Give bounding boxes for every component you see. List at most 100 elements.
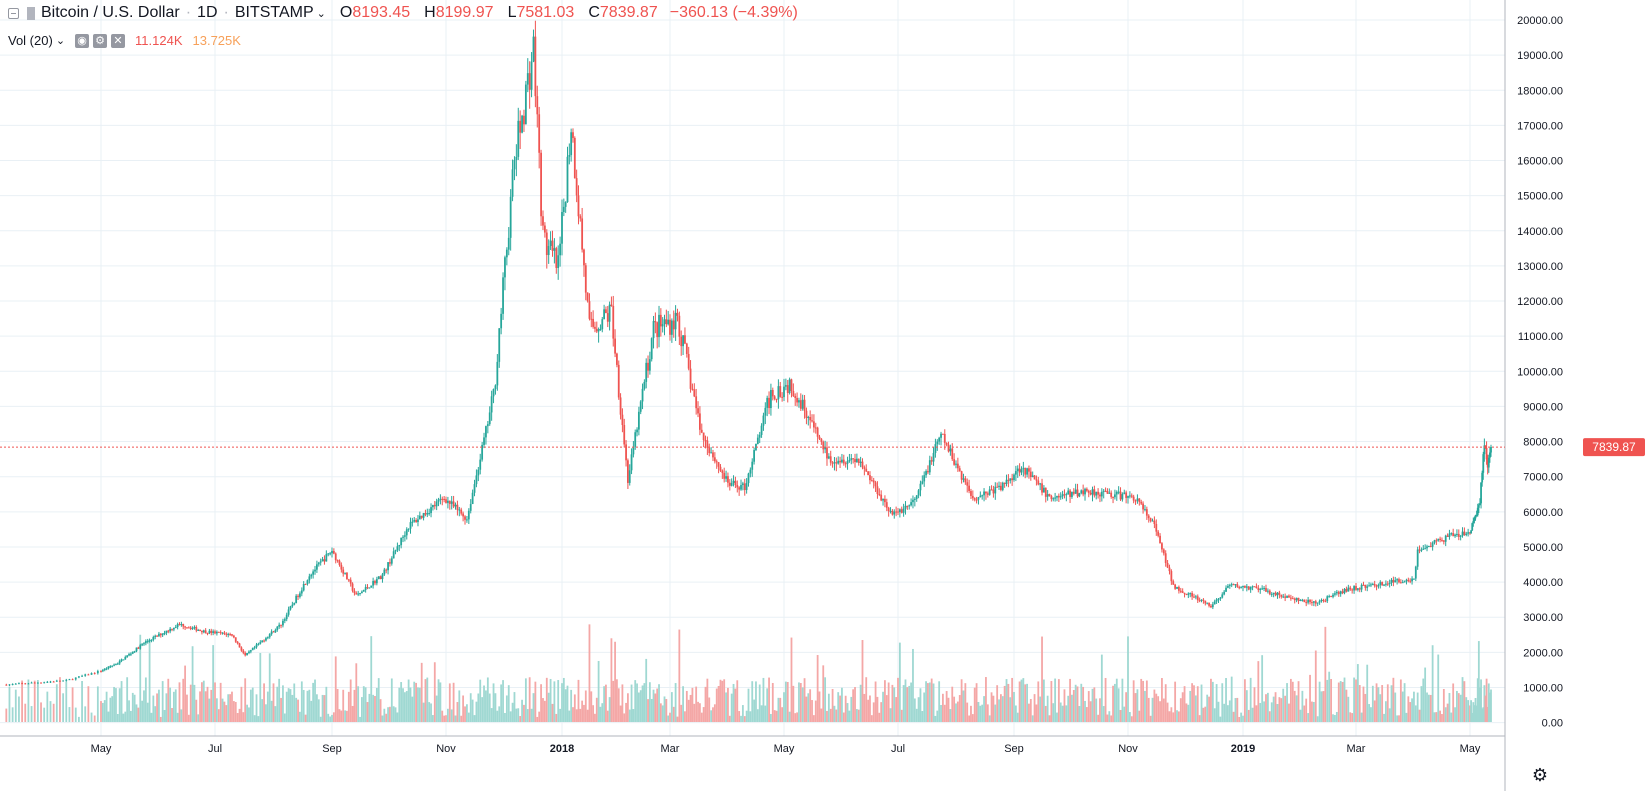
candle-body [966, 482, 969, 486]
volume-bar [1278, 697, 1281, 722]
volume-bar [630, 684, 633, 722]
candle-body [407, 528, 410, 530]
settings-icon[interactable]: ⚙ [93, 33, 108, 48]
close-icon[interactable]: ✕ [111, 33, 126, 48]
candle-body [249, 650, 252, 652]
volume-bar [120, 681, 123, 722]
volume-bar [244, 678, 247, 722]
volume-bar [814, 700, 817, 722]
candle-body [870, 480, 873, 482]
candle-body [781, 396, 784, 398]
candle-body [584, 265, 587, 293]
candle-body [443, 498, 446, 500]
volume-label[interactable]: Vol (20) [8, 33, 53, 48]
volume-bar [971, 714, 974, 722]
candle-body [496, 361, 499, 386]
volume-bar [1356, 664, 1359, 722]
candle-body [949, 448, 952, 452]
candle-body [223, 632, 226, 634]
candle-body [1164, 553, 1167, 563]
volume-bar [52, 703, 55, 722]
chevron-down-icon[interactable]: ⌄ [55, 35, 66, 47]
volume-bar [863, 693, 866, 722]
candle-body [850, 458, 853, 460]
volume-bar [1003, 685, 1006, 722]
volume-bar [706, 678, 709, 722]
symbol-name[interactable]: Bitcoin / U.S. Dollar [41, 4, 180, 21]
gear-icon[interactable]: ⚙ [1531, 765, 1549, 785]
volume-bar [1368, 704, 1370, 722]
volume-bar [74, 707, 77, 722]
volume-bar [385, 713, 388, 722]
candle-body [1316, 602, 1319, 604]
volume-bar [932, 683, 935, 722]
candle-body [1446, 535, 1449, 537]
volume-bar [1311, 701, 1313, 722]
volume-bar [1339, 681, 1342, 722]
candle-body [930, 460, 933, 462]
volume-bar [715, 688, 718, 722]
volume-bar [953, 696, 956, 722]
candle-body [120, 659, 123, 661]
candle-body [477, 469, 480, 476]
candle-body [684, 335, 686, 344]
candle-body [732, 480, 735, 483]
volume-bar [387, 707, 389, 722]
volume-bar [865, 677, 868, 722]
candle-body [405, 529, 408, 536]
candle-body [932, 453, 935, 462]
candle-body [801, 399, 804, 409]
volume-bar [988, 715, 991, 722]
volume-bar [448, 683, 451, 722]
candle-body [809, 417, 812, 421]
volume-legend: Vol (20) ⌄ ◉ ⚙ ✕ 11.124K 13.725K [8, 33, 241, 48]
volume-bar [1211, 681, 1214, 722]
volume-bar [998, 699, 1000, 722]
volume-bar [597, 660, 600, 722]
exchange-label[interactable]: BITSTAMP [234, 4, 314, 21]
minus-square-icon[interactable] [8, 7, 19, 19]
candle-body [327, 553, 330, 555]
candle-body [1473, 518, 1476, 521]
volume-bar [1238, 716, 1241, 722]
volume-bar [1332, 714, 1334, 722]
volume-bar [1477, 641, 1480, 722]
candle-body [1225, 587, 1227, 592]
candle-body [1011, 478, 1014, 481]
volume-bar [538, 711, 541, 722]
volume-bar [595, 697, 598, 722]
volume-bar [549, 678, 552, 722]
candle-body [428, 513, 431, 515]
volume-bar [1009, 697, 1012, 722]
price-axis[interactable]: 20000.0019000.0018000.0017000.0016000.00… [1517, 15, 1563, 730]
candle-body [645, 362, 648, 382]
eye-icon[interactable]: ◉ [75, 33, 90, 48]
volume-bar [841, 687, 843, 722]
volume-bar [680, 704, 683, 722]
candle-body [1371, 583, 1374, 585]
candle-body [762, 415, 765, 426]
volume-bar [934, 715, 937, 722]
volume-bar [321, 694, 324, 722]
candle-body [1178, 586, 1180, 591]
volume-bar [1272, 696, 1275, 722]
candle-body [1278, 592, 1281, 595]
price-tick-label: 0.00 [1542, 718, 1563, 730]
candle-body [259, 642, 262, 644]
volume-bar [477, 693, 480, 722]
candle-body [445, 499, 447, 503]
time-axis[interactable]: May Jul Sep Nov 2018 Mar May Jul Sep Nov 2019 Mar Ma… [91, 743, 1481, 755]
volume-bar [887, 682, 890, 722]
chevron-down-icon[interactable]: ⌄ [316, 7, 326, 20]
volume-bar [379, 699, 382, 722]
candle-body [96, 671, 99, 674]
volume-bar [467, 712, 470, 722]
candle-body [861, 461, 864, 468]
interval-label[interactable]: 1D [197, 4, 218, 21]
volume-bar [407, 679, 410, 722]
volume-bar [523, 704, 525, 722]
volume-bar [502, 680, 504, 722]
candle-body [1337, 591, 1340, 595]
candle-body [822, 441, 825, 450]
